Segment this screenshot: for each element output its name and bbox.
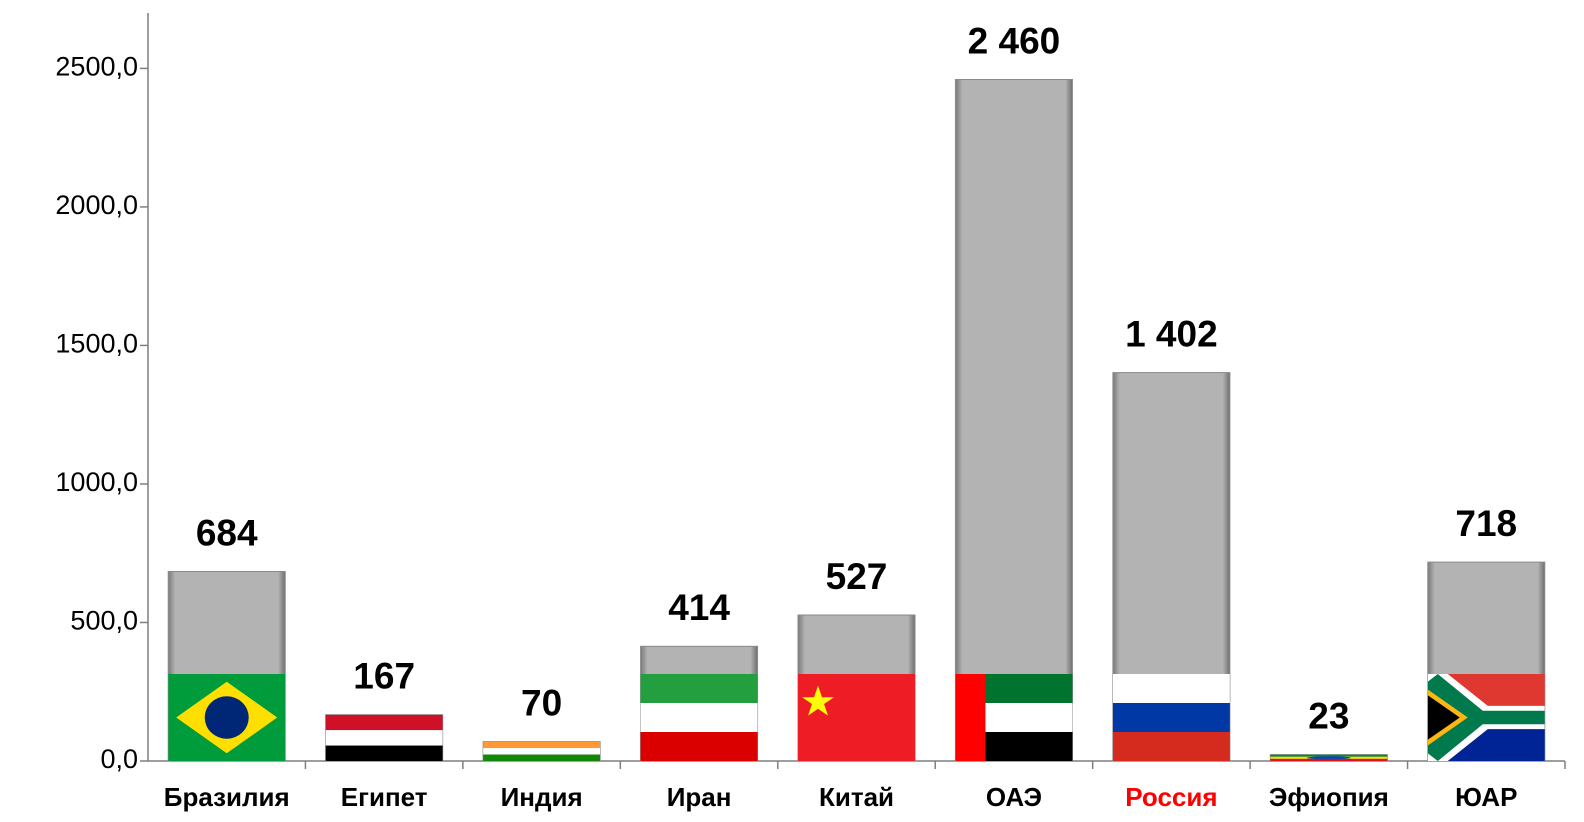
x-tick-label: Китай — [819, 782, 894, 812]
flag — [168, 674, 286, 761]
x-tick-label: ОАЭ — [986, 782, 1042, 812]
value-label: 23 — [1308, 695, 1349, 736]
flag-black — [1427, 695, 1460, 740]
flag-stripe — [640, 703, 758, 732]
flag-stripe — [1112, 732, 1230, 761]
value-label: 167 — [353, 656, 415, 697]
flag-stripe — [325, 745, 443, 761]
flag — [798, 674, 915, 761]
flag-stripe — [1270, 754, 1388, 757]
flag-stripe — [483, 754, 601, 761]
x-tick-label: Египет — [341, 782, 428, 812]
y-tick-label: 2500,0 — [55, 52, 138, 82]
y-tick-label: 1000,0 — [55, 467, 138, 497]
flag-star — [802, 685, 834, 716]
flag-green — [1427, 674, 1545, 761]
y-tick-label: 500,0 — [70, 606, 138, 636]
x-tick-label: Россия — [1125, 782, 1217, 812]
flag-stripe — [483, 741, 601, 749]
flag — [1427, 674, 1545, 761]
flag-stripe — [1270, 758, 1388, 761]
x-tick-label: Иран — [667, 782, 732, 812]
flag-circle — [204, 696, 249, 739]
flag-circle — [1306, 756, 1351, 760]
x-tick-label: Индия — [501, 782, 583, 812]
value-label: 2 460 — [968, 20, 1061, 61]
bar — [954, 78, 1073, 762]
flag-hoist — [955, 674, 986, 761]
x-tick-label: Бразилия — [164, 782, 290, 812]
value-label: 718 — [1455, 503, 1517, 544]
flag-stripe — [483, 748, 601, 755]
value-label: 1 402 — [1125, 313, 1218, 354]
value-label: 414 — [668, 587, 730, 628]
x-tick-label: ЮАР — [1455, 782, 1517, 812]
flag-stripe — [1112, 674, 1230, 703]
flag-stripe — [640, 674, 758, 703]
value-label: 684 — [196, 512, 258, 553]
flag — [640, 674, 758, 761]
flag-bg — [798, 674, 915, 761]
value-label: 527 — [826, 556, 888, 597]
y-tick-label: 1500,0 — [55, 329, 138, 359]
flag-stripe — [325, 714, 443, 731]
flag — [955, 674, 1073, 761]
flag-stripe — [1112, 703, 1230, 732]
y-tick-label: 0,0 — [100, 744, 138, 774]
flag-stripe — [640, 732, 758, 761]
x-tick-label: Эфиопия — [1269, 782, 1389, 812]
flag-stripe — [325, 730, 443, 746]
flag — [1270, 754, 1388, 761]
value-label: 70 — [521, 682, 562, 723]
y-tick-label: 2000,0 — [55, 190, 138, 220]
flag — [483, 741, 601, 761]
flag — [1112, 674, 1230, 761]
flag — [325, 714, 443, 761]
